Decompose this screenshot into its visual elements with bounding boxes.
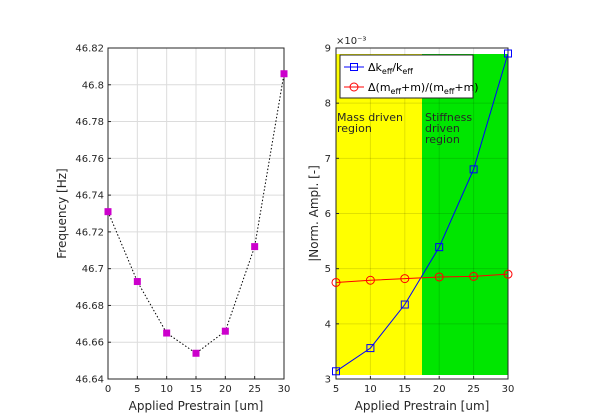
y-tick-label: 46.72 xyxy=(75,227,104,238)
frequency-point xyxy=(104,208,112,216)
mass-driven-region xyxy=(336,54,422,375)
legend-marker-stiffness xyxy=(350,63,358,71)
y-tick-label: 46.82 xyxy=(75,44,104,55)
y-tick-label: 46.7 xyxy=(82,264,104,275)
x-tick-label: 5 xyxy=(333,384,339,395)
stiffness-series-point xyxy=(332,367,340,376)
x-tick-label: 0 xyxy=(105,384,111,395)
y-axis-label: |Norm. Ampl. [-] xyxy=(307,165,321,262)
stiffness-driven-region xyxy=(422,54,508,375)
frequency-point xyxy=(192,349,200,357)
y-tick-label: 3 xyxy=(325,375,331,386)
legend-label-stiffness: Δkeff/keff xyxy=(368,61,413,76)
x-axis-label: Applied Prestrain [um] xyxy=(355,399,490,413)
y-tick-label: 9 xyxy=(325,44,331,55)
left-plot: 0 5 10 15 20 25 30 46.64 46.66 46.68 46.7 46.72 46.7… xyxy=(55,44,290,414)
y-tick-label: 46.78 xyxy=(75,117,104,128)
x-tick-label: 30 xyxy=(502,384,515,395)
stiffness-series-point xyxy=(504,49,512,58)
x-axis-label: Applied Prestrain [um] xyxy=(129,399,264,413)
mass-series-point xyxy=(400,274,410,284)
frequency-point xyxy=(221,327,229,335)
y-tick-label: 6 xyxy=(325,209,331,220)
x-tick-label: 10 xyxy=(364,384,377,395)
x-tick-label: 25 xyxy=(248,384,261,395)
legend: Δkeff/keff Δ(meff+m)/(meff+m) xyxy=(339,54,479,99)
mass-series-point xyxy=(365,275,375,285)
mass-series-point xyxy=(434,272,444,282)
frequency-point xyxy=(163,329,171,337)
mass-series-line xyxy=(335,273,509,283)
x-tick-label: 25 xyxy=(467,384,480,395)
x-tick-label: 10 xyxy=(160,384,173,395)
x-tick-label: 15 xyxy=(190,384,203,395)
y-exponent-label: ×10⁻³ xyxy=(336,36,366,47)
legend-label-mass: Δ(meff+m)/(meff+m) xyxy=(368,81,479,96)
y-tick-label: 46.8 xyxy=(82,80,104,91)
stiffness-series-point xyxy=(469,165,478,174)
y-tick-label: 46.76 xyxy=(75,154,104,165)
stiffness-series-point xyxy=(400,300,409,309)
mass-series-point xyxy=(469,271,479,281)
y-tick-label: 46.66 xyxy=(75,338,104,349)
y-tick-label: 7 xyxy=(325,154,331,165)
mass-region-label: region xyxy=(337,122,372,135)
legend-marker-mass xyxy=(349,82,359,92)
y-axis-label: Frequency [Hz] xyxy=(55,168,69,259)
x-tick-label: 5 xyxy=(134,384,140,395)
stiffness-series-point xyxy=(435,243,444,252)
y-tick-label: 46.68 xyxy=(75,301,104,312)
x-tick-label: 20 xyxy=(219,384,232,395)
legend-box xyxy=(339,54,474,99)
frequency-point xyxy=(133,278,141,286)
x-tick-label: 30 xyxy=(278,384,291,395)
mass-series-point xyxy=(331,277,341,287)
stiffness-series-line xyxy=(335,53,509,372)
stiffness-region-label: region xyxy=(425,133,460,146)
mass-series-point xyxy=(503,269,513,279)
stiffness-region-label: driven xyxy=(425,122,460,135)
plot-frame xyxy=(335,47,509,380)
y-tick-label: 5 xyxy=(325,264,331,275)
y-tick-label: 46.74 xyxy=(75,191,104,202)
x-tick-label: 20 xyxy=(433,384,446,395)
y-tick-label: 4 xyxy=(325,319,331,330)
frequency-point xyxy=(251,243,259,251)
stiffness-region-label: Stiffness xyxy=(425,111,472,124)
x-tick-label: 15 xyxy=(398,384,411,395)
y-tick-label: 46.64 xyxy=(75,375,104,386)
mass-region-label: Mass driven xyxy=(337,111,403,124)
y-tick-label: 8 xyxy=(325,99,331,110)
stiffness-series-point xyxy=(366,344,375,353)
frequency-point xyxy=(280,70,288,78)
